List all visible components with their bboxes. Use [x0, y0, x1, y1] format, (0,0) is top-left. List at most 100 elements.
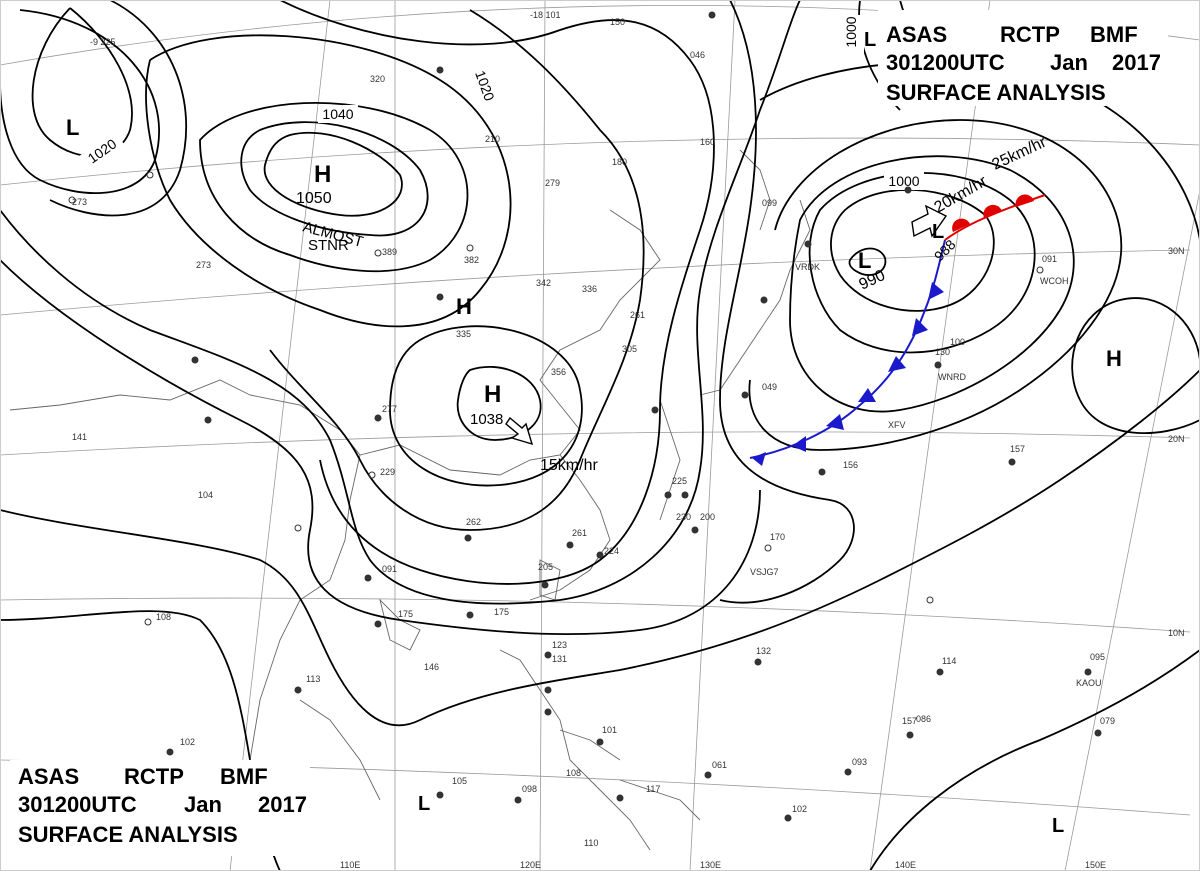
motion-arrow-icon: [911, 204, 948, 238]
station-value: 102: [180, 737, 195, 747]
station-value: 105: [452, 776, 467, 786]
station-value: 277: [382, 404, 397, 414]
station-value: 382: [464, 255, 479, 265]
axis-labels: 30N 20N 10N 110E 120E 130E 140E 150E: [340, 246, 1185, 870]
station-value: 200: [700, 512, 715, 522]
header-line2-a: 301200UTC: [886, 50, 1005, 75]
header-line2-b: Jan: [1050, 50, 1088, 75]
station-marker: [681, 491, 689, 499]
station-marker: [818, 468, 826, 476]
station-value: 132: [756, 646, 771, 656]
isobar-label: 1000: [888, 173, 919, 189]
header-line1-c: BMF: [220, 764, 268, 789]
station-value: 108: [566, 768, 581, 778]
motion-speed-1038: 15km/hr: [540, 457, 598, 474]
station-marker: [374, 249, 382, 257]
station-value: 210: [485, 134, 500, 144]
high-pressure-icon: H: [314, 161, 331, 188]
station-value: 086: [916, 714, 931, 724]
pressure-value: 1038: [470, 411, 503, 428]
cold-front: [749, 239, 946, 466]
station-value: 104: [198, 490, 213, 500]
low-pressure-icon: L: [418, 793, 430, 815]
station-value: 114: [942, 656, 956, 666]
low-pressure-icon: L: [932, 221, 944, 243]
station-value: 117: [646, 784, 660, 794]
station-value: 224: [604, 546, 619, 556]
station-marker: [596, 551, 604, 559]
station-marker: [844, 768, 852, 776]
low-pressure-icon: L: [66, 115, 79, 140]
station-marker: [68, 196, 76, 204]
header-line1-a: ASAS: [18, 764, 79, 789]
station-marker: [1094, 729, 1102, 737]
station-marker: [466, 611, 474, 619]
station-value: -9 225: [90, 37, 116, 47]
header-line2-b: Jan: [184, 792, 222, 817]
station-marker: [368, 471, 376, 479]
isobar-label: 1000: [843, 16, 859, 47]
station-marker: [146, 171, 154, 179]
lon-label: 140E: [895, 860, 916, 870]
station-value: 230: [676, 512, 691, 522]
station-value: 146: [424, 662, 439, 672]
station-value: 095: [1090, 652, 1105, 662]
station-marker: [466, 244, 474, 252]
station-marker: [704, 771, 712, 779]
station-id: VRDK: [795, 262, 820, 272]
station-value: 279: [545, 178, 560, 188]
station-marker: [906, 731, 914, 739]
station-value: 099: [762, 198, 777, 208]
station-value: 305: [622, 344, 637, 354]
station-marker: [166, 748, 174, 756]
station-value: 049: [762, 382, 777, 392]
pressure-value: 1050: [296, 190, 332, 207]
station-value: 123: [552, 640, 567, 650]
header-line2-c: 2017: [1112, 50, 1161, 75]
station-marker: [651, 406, 659, 414]
station-value: 110: [584, 838, 598, 848]
isobar-labels: 1040 1020 1020 1000 1000: [78, 15, 924, 190]
stationary-note: ALMOST STNR: [301, 218, 365, 254]
high-pressure-icon: H: [456, 294, 472, 319]
station-value: 205: [538, 562, 553, 572]
station-value: 157: [902, 716, 917, 726]
header-line1-b: RCTP: [1000, 22, 1060, 47]
station-value: 150: [610, 17, 625, 27]
station-marker: [1008, 458, 1016, 466]
station-marker: [784, 814, 792, 822]
station-marker: [616, 794, 624, 802]
station-value: 170: [770, 532, 785, 542]
station-marker: [596, 738, 604, 746]
station-marker: [936, 668, 944, 676]
lon-label: 130E: [700, 860, 721, 870]
station-value: 130: [935, 347, 950, 357]
header-line1-c: BMF: [1090, 22, 1138, 47]
lon-label: 120E: [520, 860, 541, 870]
station-marker: [436, 293, 444, 301]
station-value: 100: [950, 337, 965, 347]
station-marker: [294, 686, 302, 694]
high-pressure-icon: H: [484, 381, 501, 408]
lon-label: 150E: [1085, 860, 1106, 870]
station-marker: [364, 574, 372, 582]
station-marker: [204, 416, 212, 424]
station-value: 180: [612, 157, 627, 167]
station-marker: [1084, 668, 1092, 676]
station-marker: [904, 186, 912, 194]
station-marker: [691, 526, 699, 534]
stnr-label: STNR: [308, 237, 349, 254]
station-marker: [374, 620, 382, 628]
station-marker: [464, 534, 472, 542]
low-pressure-icon: L: [858, 248, 871, 273]
header-line3: SURFACE ANALYSIS: [18, 822, 238, 847]
station-marker: [708, 11, 716, 19]
station-marker: [764, 544, 772, 552]
station-marker: [664, 491, 672, 499]
station-value: 091: [382, 564, 397, 574]
station-value: 262: [466, 517, 481, 527]
station-value: 108: [156, 612, 171, 622]
station-value: 356: [551, 367, 566, 377]
header-top-right: ASAS RCTP BMF 301200UTC Jan 2017 SURFACE…: [878, 10, 1168, 106]
